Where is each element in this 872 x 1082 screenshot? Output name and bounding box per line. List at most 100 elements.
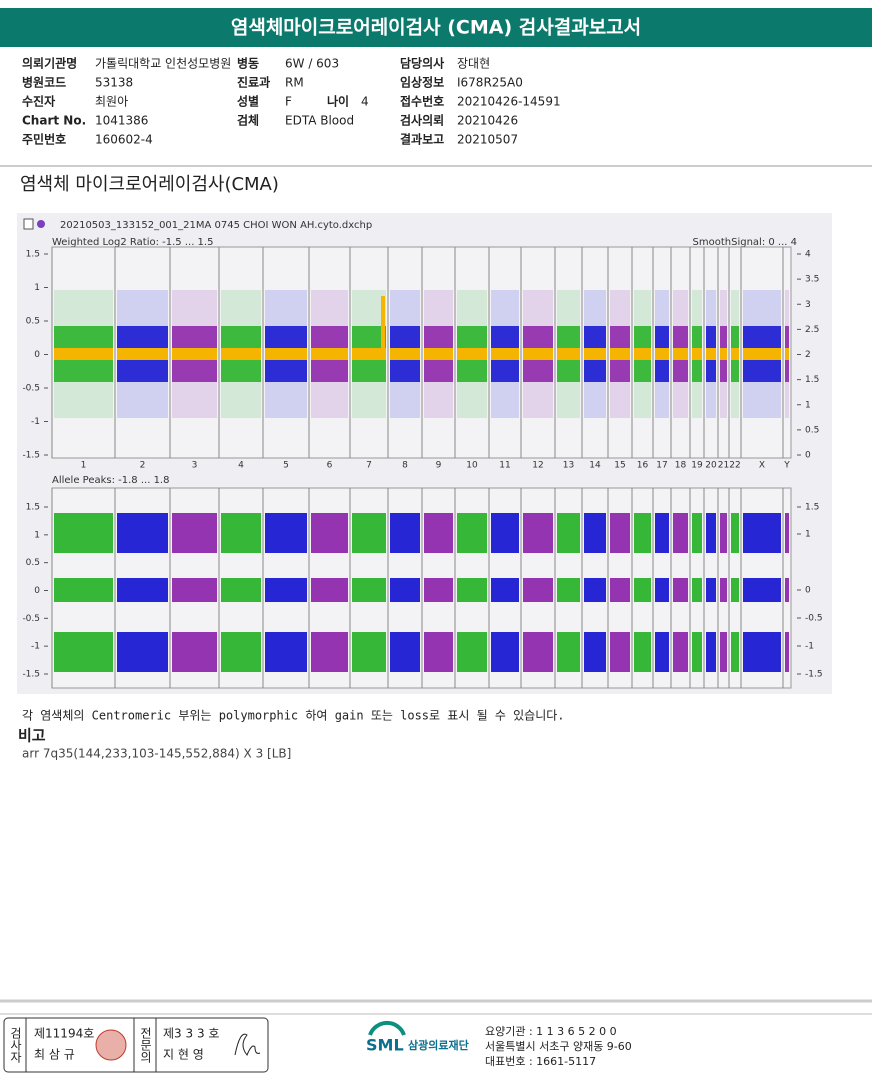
tick-label: 0 [805,451,811,461]
info-label: 병동 [237,56,259,71]
smooth-signal [706,348,716,360]
allele-band [731,632,739,672]
tick-label: 0 [34,586,40,596]
allele-band [265,578,307,602]
info-label: Chart No. [22,114,86,128]
smooth-signal [457,348,487,360]
allele-band [731,513,739,553]
tick-label: 3 [805,300,811,310]
chromosome-label: 14 [589,461,601,471]
allele-band [720,578,727,602]
allele-band [424,632,453,672]
info-value: 160602-4 [95,133,153,147]
info-label: 임상정보 [400,75,444,90]
note: 각 염색체의 Centromeric 부위는 polymorphic 하여 ga… [22,709,565,723]
chromosome-label: 8 [402,461,408,471]
allele-band [731,578,739,602]
tick-label: -1.5 [22,670,40,680]
smooth-signal [557,348,580,360]
allele-band [311,578,348,602]
allele-band [311,513,348,553]
allele-band [673,513,688,553]
smooth-signal [610,348,630,360]
allele-band [743,632,781,672]
info-value: RM [285,76,304,90]
allele-band [457,632,487,672]
allele-band [634,513,651,553]
info-value: EDTA Blood [285,114,354,128]
allele-band [720,632,727,672]
panel-label: Weighted Log2 Ratio: -1.5 ... 1.5 [52,237,213,248]
tick-label: 1 [34,530,40,540]
chromosome-label: 20 [705,461,717,471]
remarks-text: arr 7q35(144,233,103-145,552,884) X 3 [L… [22,747,291,761]
chromosome-label: 6 [327,461,333,471]
info-label: 검체 [237,113,259,128]
tick-label: 2.5 [805,325,819,335]
info-value: I678R25A0 [457,76,523,90]
smooth-signal [655,348,669,360]
allele-band [491,632,519,672]
allele-band [692,632,702,672]
allele-band [523,513,553,553]
info-value: 4 [361,95,369,109]
tick-label: 4 [805,250,811,260]
chromosome-label: 3 [192,461,198,471]
smooth-signal [390,348,420,360]
info-value: 53138 [95,76,133,90]
specialist-no: 제3 3 3 호 [163,1027,219,1041]
specialist-name: 지 현 영 [163,1048,204,1062]
chromosome-label: 19 [691,461,703,471]
allele-band [634,632,651,672]
chromosome-label: 10 [466,461,478,471]
info-value: 장대현 [457,57,490,71]
chromosome-label: 4 [238,461,244,471]
section-title: 염색체 마이크로어레이검사(CMA) [20,174,279,195]
allele-band [523,632,553,672]
smooth-signal [424,348,453,360]
smooth-signal [584,348,606,360]
allele-band [720,513,727,553]
tick-label: 3.5 [805,275,819,285]
tick-label: -0.5 [22,614,40,624]
tick-label: 0 [34,350,40,360]
chromosome-label: 22 [729,461,740,471]
signature [234,1033,261,1056]
tick-label: 2 [805,350,811,360]
allele-band [424,513,453,553]
info-label: 접수번호 [400,94,444,109]
allele-band [610,632,630,672]
allele-band [54,513,113,553]
allele-band [390,578,420,602]
stamp-box [3,1017,269,1073]
remarks-title: 비고 [18,727,46,745]
info-label: 성별 [237,94,259,109]
icon [23,218,34,230]
tick-label: -0.5 [22,384,40,394]
info-label: 담당의사 [400,56,444,71]
allele-band [117,578,168,602]
chromosome-label: 1 [81,461,87,471]
chromosome-label: 7 [366,461,372,471]
smooth-signal [54,348,113,360]
tick-label: 0.5 [26,317,40,327]
tick-label: -1.5 [22,451,40,461]
info-label: 병원코드 [22,75,66,90]
panel: 1 2 3 4 5 6 7 8 9 10 11 12 13 14 15 16 17 18 19 20 21 22 X Y1.5… [22,246,819,471]
allele-band [655,513,669,553]
gain-signal [381,296,385,356]
phone: 대표번호 : 1661-5117 [485,1055,596,1068]
panel-label: Allele Peaks: -1.8 ... 1.8 [52,475,169,486]
allele-band [785,513,789,553]
chromosome-label: 21 [718,461,729,471]
title: 염색체마이크로어레이검사 (CMA) 검사결과보고서 [231,17,641,39]
smooth-signal [117,348,168,360]
allele-band [673,578,688,602]
smooth-signal [720,348,727,360]
smooth-signal [523,348,553,360]
examiner: 검사자 [9,1027,23,1063]
allele-band [117,513,168,553]
allele-band [557,632,580,672]
tick-label: 1.5 [805,375,819,385]
